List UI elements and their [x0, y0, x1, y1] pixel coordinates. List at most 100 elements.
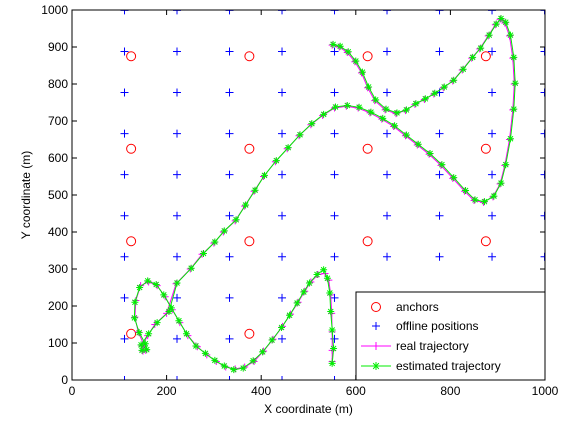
- x-tick-label: 400: [251, 384, 271, 398]
- estimated-trajectory-point: [480, 198, 488, 206]
- estimated-trajectory-point: [230, 366, 238, 374]
- offline-position-point: [278, 211, 287, 220]
- estimated-trajectory-point: [497, 15, 505, 23]
- y-tick-label: 400: [48, 225, 68, 239]
- estimated-trajectory-point: [131, 298, 139, 306]
- y-tick-label: 100: [48, 336, 68, 350]
- estimated-trajectory-point: [459, 65, 467, 73]
- estimated-trajectory-point: [242, 201, 250, 209]
- x-tick-label: 1000: [532, 384, 559, 398]
- anchor-point: [244, 51, 255, 62]
- y-tick-label: 700: [48, 114, 68, 128]
- estimated-trajectory-point: [284, 144, 292, 152]
- offline-position-point: [120, 47, 129, 56]
- estimated-trajectory-point: [201, 349, 209, 357]
- estimated-trajectory-point: [343, 101, 351, 109]
- axis-ticks: 0 200 400 600 800 1000 0 100 200 300 400 500 600 700 8…: [41, 3, 558, 398]
- estimated-trajectory-point: [329, 40, 337, 48]
- anchors-series: [126, 51, 491, 339]
- offline-position-point: [225, 211, 234, 220]
- estimated-trajectory-point: [402, 106, 410, 114]
- estimated-trajectory-point: [331, 103, 339, 111]
- x-tick-label: 200: [157, 384, 177, 398]
- estimated-trajectory-point: [173, 279, 181, 287]
- anchor-point: [362, 236, 373, 247]
- estimated-trajectory-point: [261, 171, 269, 179]
- estimated-trajectory-point: [492, 20, 500, 28]
- estimated-trajectory-point: [511, 79, 519, 87]
- offline-position-point: [173, 170, 182, 179]
- estimated-trajectory-point: [136, 284, 144, 291]
- estimated-trajectory-point: [251, 186, 259, 194]
- x-tick-label: 0: [69, 384, 76, 398]
- offline-position-point: [225, 293, 234, 302]
- estimated-trajectory-point: [249, 357, 257, 365]
- legend-label: real trajectory: [396, 339, 469, 353]
- estimated-trajectory-point: [135, 329, 143, 337]
- offline-position-point: [225, 170, 234, 179]
- offline-position-point: [278, 88, 287, 97]
- estimated-trajectory-point: [220, 227, 228, 235]
- offline-position-point: [173, 376, 182, 380]
- estimated-trajectory-point: [300, 288, 308, 296]
- estimated-trajectory-point: [510, 53, 518, 61]
- estimated-trajectory-point: [328, 326, 336, 334]
- offline-position-point: [330, 88, 339, 97]
- offline-position-point: [383, 252, 392, 261]
- offline-position-point: [173, 129, 182, 138]
- offline-position-point: [488, 47, 497, 56]
- offline-position-point: [330, 47, 339, 56]
- offline-position-point: [330, 211, 339, 220]
- estimated-trajectory-point: [367, 108, 375, 116]
- estimated-trajectory-point: [144, 277, 152, 285]
- anchor-point: [126, 143, 137, 154]
- offline-position-point: [278, 293, 287, 302]
- offline-position-point: [435, 211, 444, 220]
- estimated-trajectory-point: [328, 359, 336, 367]
- estimated-trajectory-point: [211, 238, 219, 246]
- offline-position-point: [120, 88, 129, 97]
- estimated-trajectory-point: [382, 105, 390, 113]
- offline-position-point: [278, 376, 287, 380]
- offline-position-point: [173, 47, 182, 56]
- estimated-trajectory-point: [438, 161, 446, 169]
- estimated-trajectory-point: [506, 31, 514, 39]
- estimated-trajectory-point: [199, 249, 207, 257]
- offline-position-point: [383, 129, 392, 138]
- offline-position-point: [225, 88, 234, 97]
- y-tick-label: 300: [48, 262, 68, 276]
- estimated-trajectory-point: [414, 140, 422, 148]
- offline-position-point: [383, 47, 392, 56]
- estimated-trajectory-series: [130, 15, 519, 374]
- estimated-trajectory-point: [450, 174, 458, 182]
- estimated-trajectory-point: [412, 100, 420, 108]
- anchor-point: [362, 143, 373, 154]
- estimated-trajectory-point: [462, 187, 470, 195]
- offline-position-point: [173, 211, 182, 220]
- estimated-trajectory-point: [187, 264, 195, 272]
- anchor-point: [480, 143, 491, 154]
- estimated-trajectory-point: [431, 89, 439, 97]
- legend: anchors offline positions real trajectory e…: [355, 291, 546, 381]
- estimated-trajectory-point: [296, 131, 304, 139]
- anchor-point: [126, 236, 137, 247]
- offline-position-point: [330, 293, 339, 302]
- estimated-trajectory-point: [490, 192, 498, 200]
- offline-position-point: [120, 376, 129, 380]
- estimated-trajectory-point: [506, 135, 514, 143]
- anchor-point: [480, 51, 491, 62]
- offline-position-point: [173, 252, 182, 261]
- legend-box: [355, 291, 546, 381]
- y-tick-label: 600: [48, 151, 68, 165]
- offline-position-point: [278, 334, 287, 343]
- legend-label: anchors: [396, 300, 439, 314]
- estimated-trajectory-point: [130, 314, 138, 322]
- estimated-trajectory-point: [485, 31, 493, 39]
- estimated-trajectory-point: [426, 150, 434, 158]
- estimated-trajectory-point: [330, 345, 338, 353]
- offline-position-point: [435, 47, 444, 56]
- offline-position-point: [225, 252, 234, 261]
- estimated-trajectory-point: [502, 161, 510, 169]
- x-tick-label: 800: [440, 384, 460, 398]
